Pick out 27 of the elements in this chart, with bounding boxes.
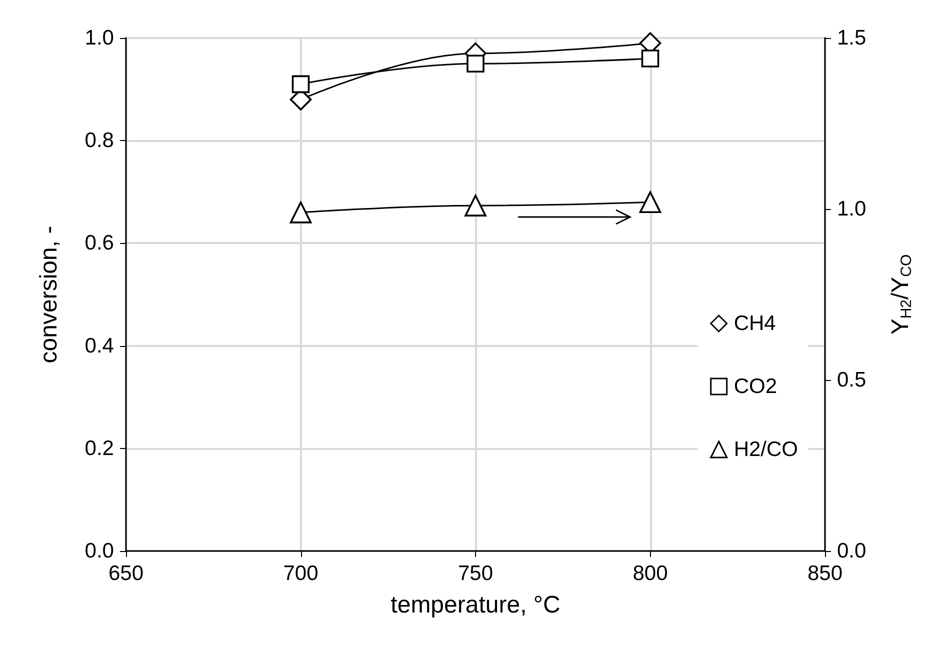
y-tick-label: 0.8 bbox=[84, 129, 114, 152]
legend-label: CO2 bbox=[734, 375, 778, 398]
y2-tick-label: 1.0 bbox=[837, 198, 866, 220]
x-tick-label: 650 bbox=[108, 562, 144, 585]
y-tick-label: 0.6 bbox=[84, 232, 114, 255]
y2-axis-title: YH2/YCO bbox=[887, 254, 915, 335]
x-tick-label: 800 bbox=[632, 562, 668, 585]
point bbox=[464, 194, 486, 216]
y-tick-label: 1.0 bbox=[84, 26, 114, 50]
legend-label: CH4 bbox=[734, 312, 776, 335]
x-axis-title: temperature, °C bbox=[390, 592, 560, 618]
y2-tick-label: 0.5 bbox=[837, 368, 866, 392]
y-axis-title: conversion, - bbox=[36, 226, 62, 364]
point bbox=[641, 50, 660, 68]
x-tick-label: 700 bbox=[283, 562, 318, 585]
point bbox=[292, 75, 310, 94]
legend-label: H2/CO bbox=[734, 438, 798, 461]
point bbox=[466, 54, 484, 73]
y2-tick-label: 1.5 bbox=[837, 26, 866, 50]
x-tick-label: 850 bbox=[807, 562, 843, 585]
y-tick-label: 0.2 bbox=[84, 436, 114, 460]
y-tick-label: 0.0 bbox=[84, 540, 114, 562]
x-tick-label: 750 bbox=[458, 562, 494, 585]
point bbox=[639, 191, 662, 214]
y-tick-label: 0.4 bbox=[84, 334, 114, 358]
y2-tick-label: 0.0 bbox=[837, 540, 866, 562]
point bbox=[290, 202, 312, 224]
